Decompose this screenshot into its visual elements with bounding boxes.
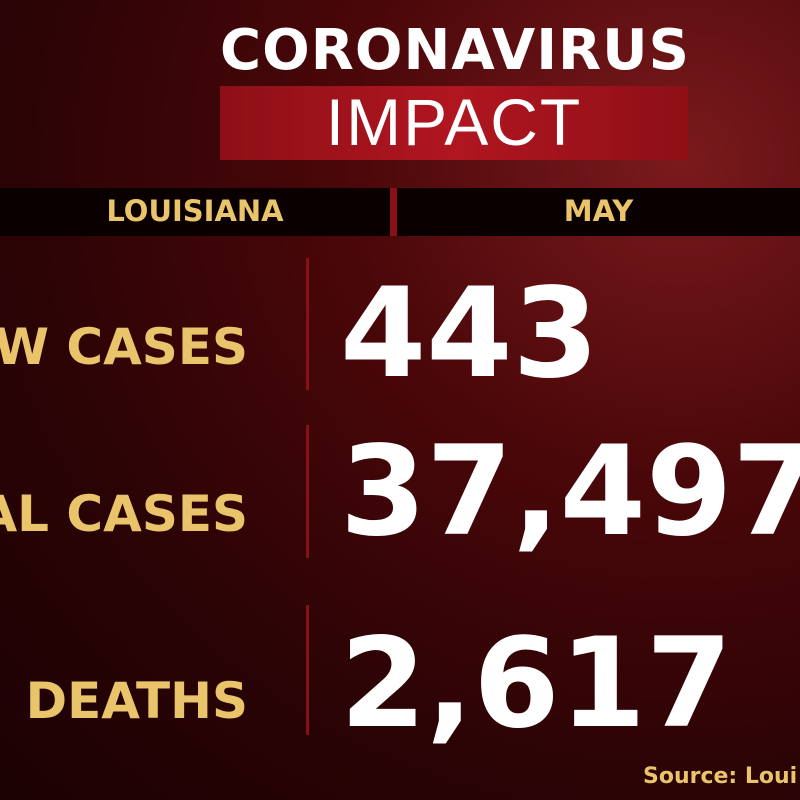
period: MAY [563, 194, 634, 228]
header-bar [0, 188, 800, 236]
row-value: 37,497 [340, 420, 800, 564]
row-divider [306, 258, 309, 390]
subtitle-box [220, 86, 688, 160]
source: Source: Loui [643, 764, 798, 789]
subtitle: IMPACT [325, 85, 583, 159]
row-value: 2,617 [340, 612, 733, 756]
row-label: AL CASES [0, 485, 248, 543]
region: LOUISIANA [106, 194, 284, 228]
row-label: W CASES [0, 318, 248, 376]
row-label: DEATHS [25, 672, 248, 730]
title: CORONAVIRUS [220, 18, 690, 83]
row-divider [306, 425, 309, 558]
row-value: 443 [340, 262, 599, 406]
divider [390, 188, 397, 236]
row-divider [306, 605, 309, 735]
